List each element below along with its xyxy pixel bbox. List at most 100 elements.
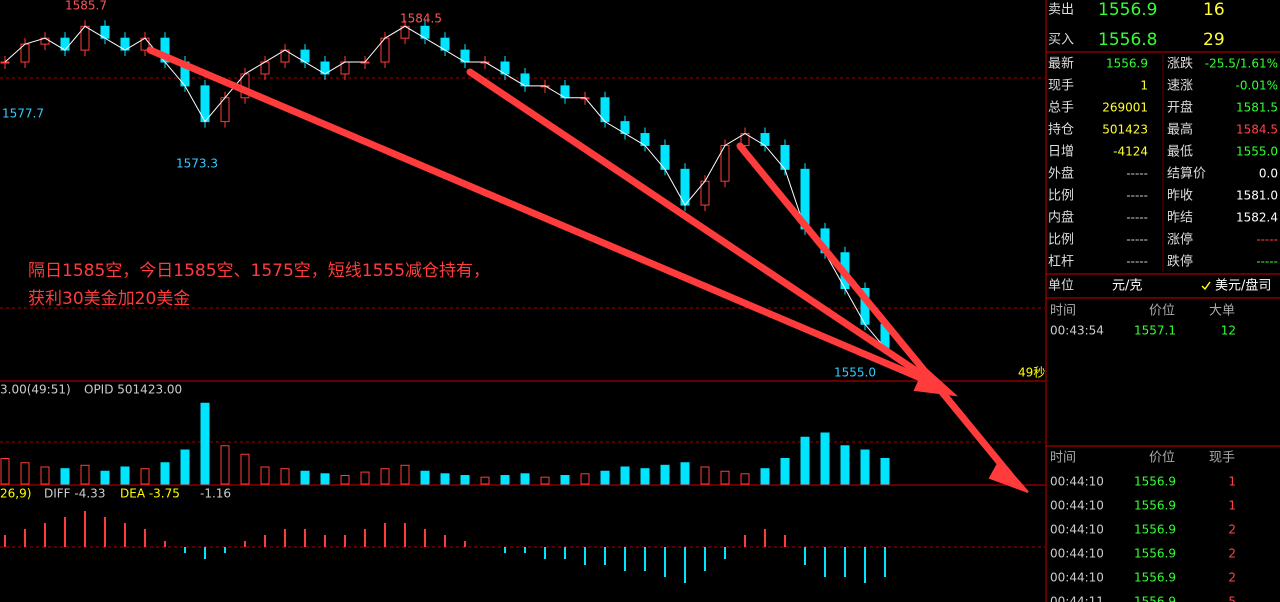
volume-bar [820, 432, 830, 485]
panel-text: -4124 [1113, 145, 1148, 159]
panel-text: 比例 [1048, 189, 1074, 204]
volume-bar [640, 468, 650, 485]
panel-text: 5 [1228, 595, 1236, 602]
dashed-guides [0, 77, 1045, 548]
panel-text: ----- [1126, 211, 1148, 225]
arrow-head [988, 458, 1029, 493]
panel-text: 29 [1203, 30, 1225, 50]
panel-text: 总手 [1048, 101, 1074, 116]
panel-text: 日增 [1048, 145, 1074, 160]
volume-bar [340, 475, 350, 485]
panel-text: 00:44:10 [1050, 571, 1104, 585]
panel-text: 涨跌 [1167, 56, 1193, 72]
candle-body [0, 61, 10, 64]
panel-text: 1581.0 [1236, 189, 1278, 203]
panel-text: ----- [1126, 255, 1148, 269]
panel-text: -0.01% [1236, 79, 1278, 93]
volume-header: 3.00(49:51) [0, 383, 71, 397]
volume-bar [660, 464, 670, 485]
panel-text: 1556.9 [1134, 595, 1176, 602]
volume-bar [780, 458, 790, 485]
countdown: 49秒 [1018, 366, 1045, 380]
panel-text: 1556.8 [1098, 30, 1157, 50]
arrow [736, 142, 1014, 479]
volume-bar [360, 471, 370, 485]
volume-bar [280, 468, 290, 485]
panel-text: 2 [1228, 523, 1236, 537]
panel-text: 2 [1228, 571, 1236, 585]
panel-text: 元/克 [1112, 279, 1142, 294]
panel-text: 1556.9 [1134, 547, 1176, 561]
arrow [466, 68, 934, 384]
volume-bar [720, 470, 730, 485]
volume-bar [320, 473, 330, 485]
panel-text: 1556.9 [1134, 499, 1176, 513]
volume-bar [60, 468, 70, 485]
panel-text: 价位 [1149, 451, 1175, 466]
volume-bar [760, 468, 770, 485]
volume-bar [600, 470, 610, 485]
volume-bar [680, 462, 690, 485]
panel-text: 2 [1228, 547, 1236, 561]
panel-text: 00:44:10 [1050, 547, 1104, 561]
volume-bar [200, 402, 210, 485]
panel-text: 涨停 [1167, 232, 1193, 248]
panel-text: 时间 [1050, 451, 1076, 466]
volume-bar [520, 473, 530, 485]
volume-bar [700, 466, 710, 485]
volume-bar [380, 468, 390, 485]
volume-bar [440, 473, 450, 485]
volume-bar [80, 464, 90, 485]
panel-text: 最新 [1048, 56, 1074, 72]
volume-bar [260, 466, 270, 485]
price-label: 1585.7 [65, 0, 107, 13]
panel-text: 1556.9 [1134, 571, 1176, 585]
volume-bar [120, 466, 130, 485]
volume-bar [140, 468, 150, 485]
panel-text: ----- [1126, 189, 1148, 203]
macd-header: DIFF -4.33 [44, 487, 105, 501]
panel-text: 00:44:10 [1050, 523, 1104, 537]
volume-bar [400, 464, 410, 485]
arrow [146, 46, 934, 386]
price-label: 1573.3 [176, 157, 218, 171]
panel-text: 开盘 [1167, 100, 1193, 116]
panel-text: 269001 [1102, 101, 1148, 115]
price-label: 1584.5 [400, 12, 442, 26]
panel-text: 1 [1228, 499, 1236, 513]
panel-text: 1581.5 [1236, 101, 1278, 115]
panel-text: 昨收 [1167, 189, 1193, 204]
panel-text: 1582.4 [1236, 211, 1278, 225]
panel-text: 1556.9 [1134, 523, 1176, 537]
volume-bar [480, 476, 490, 485]
panel-text: 速涨 [1167, 79, 1193, 94]
panel-text: 1 [1140, 79, 1148, 93]
volume-bar [560, 475, 570, 485]
macd-header: 26,9) [0, 487, 31, 501]
panel-text: 最低 [1167, 145, 1193, 160]
volume-bar [220, 445, 230, 485]
chart-marks [0, 20, 890, 583]
panel-text: 价位 [1149, 304, 1175, 319]
panel-text: 1557.1 [1134, 324, 1176, 338]
volume-bar [0, 458, 10, 485]
panel-text: 00:43:54 [1050, 324, 1104, 338]
panel-text: 跌停 [1167, 254, 1193, 270]
panel-text: 昨结 [1167, 211, 1193, 226]
macd-header: DEA -3.75 [120, 487, 180, 501]
volume-bar [740, 473, 750, 485]
volume-bar [420, 470, 430, 485]
volume-bar [180, 449, 190, 485]
close-line [4, 25, 886, 349]
volume-bar [100, 470, 110, 485]
volume-bar [300, 470, 310, 485]
quote-panel: 卖出 1556.9 16 买入 1556.8 29 最新 1556.9 涨跌 -25.5/1.61… [1048, 0, 1278, 602]
panel-text: 现手 [1048, 79, 1074, 94]
annotation-arrows [146, 46, 1029, 493]
panel-text: 内盘 [1048, 210, 1074, 226]
panel-text: ----- [1126, 167, 1148, 181]
panel-text: 16 [1203, 0, 1225, 20]
